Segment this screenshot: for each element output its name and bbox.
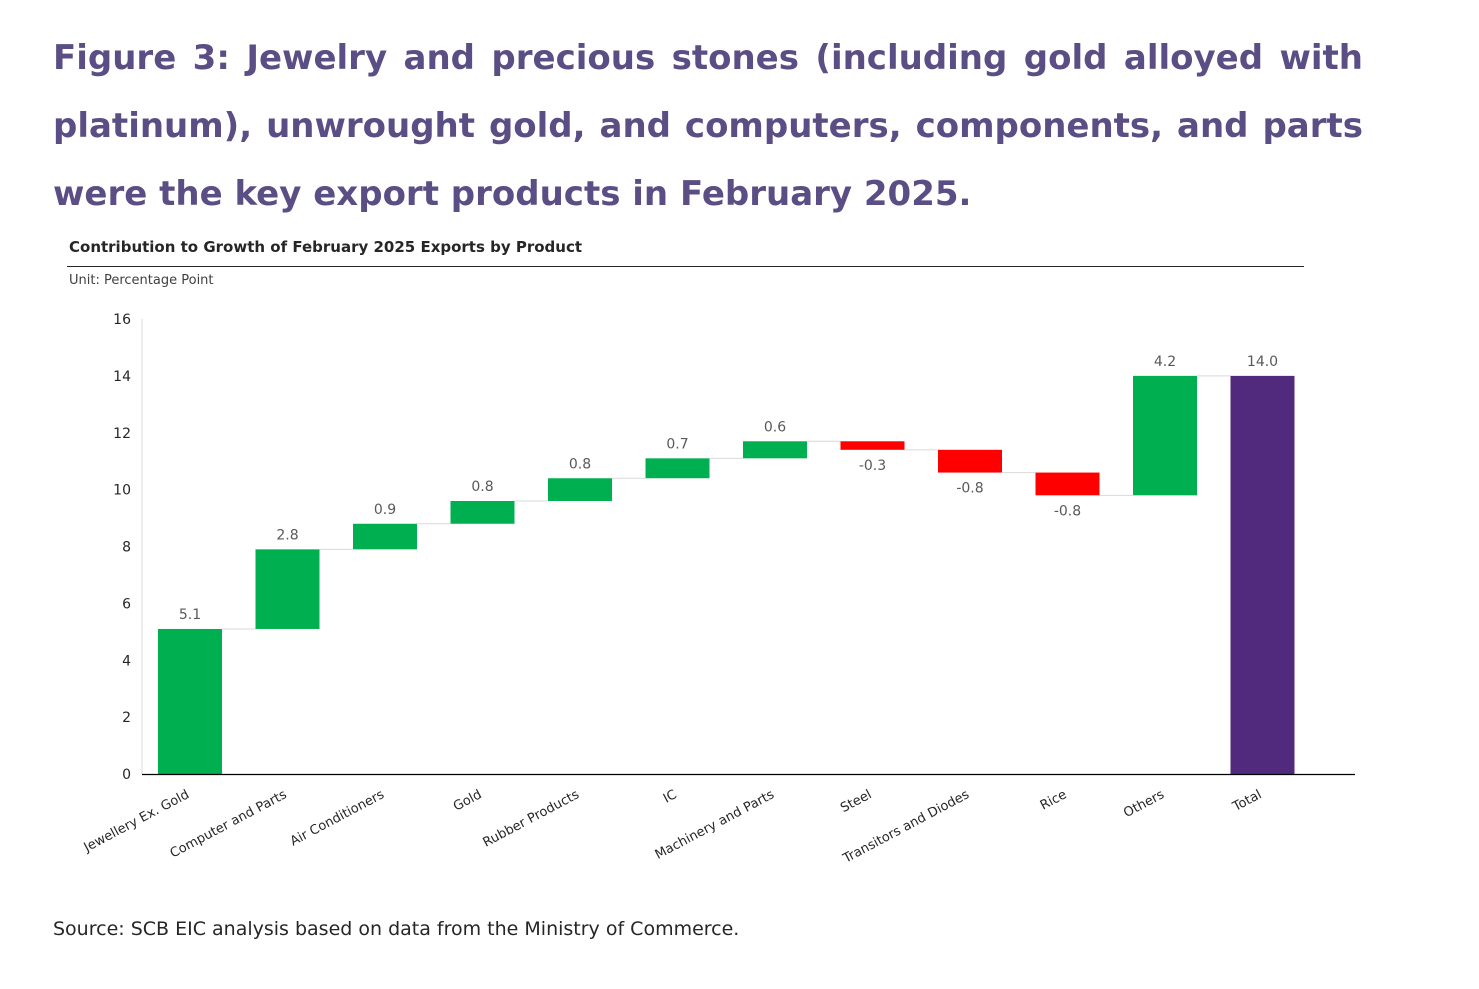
chart-title: Contribution to Growth of February 2025 … (69, 238, 583, 256)
y-axis: 0 2 4 6 8 10 12 14 16 (113, 312, 143, 783)
data-label: -0.8 (1054, 503, 1081, 519)
bar-increase (645, 458, 710, 479)
y-tick-label: 10 (113, 483, 131, 499)
bar-decrease (840, 441, 905, 450)
data-labels: 5.1 2.8 0.9 0.8 0.8 0.7 0.6 -0.3 -0.8 -0.8 4.2 14.0 (179, 354, 1278, 623)
data-label: 14.0 (1247, 354, 1278, 370)
x-category-label: Others (1121, 787, 1167, 821)
bar-increase (548, 478, 612, 501)
y-tick-label: 0 (122, 767, 131, 783)
bar-increase (743, 441, 807, 459)
data-label: 0.8 (569, 456, 591, 472)
x-category-label: Rubber Products (481, 787, 583, 850)
bars (158, 375, 1295, 774)
bar-increase (158, 628, 222, 774)
bar-decrease (938, 449, 1002, 473)
bar-increase (255, 549, 320, 629)
data-label: 2.8 (276, 527, 298, 543)
bar-decrease (1035, 472, 1100, 496)
data-label: 4.2 (1154, 354, 1176, 370)
figure-title: Figure 3: Jewelry and precious stones (i… (53, 38, 1363, 214)
x-category-label: Total (1230, 787, 1265, 815)
y-tick-label: 12 (113, 426, 131, 442)
data-label: 0.6 (764, 419, 786, 435)
bar-increase (353, 523, 417, 550)
y-tick-label: 2 (122, 710, 131, 726)
connector-lines (222, 375, 1231, 630)
bar-total (1230, 375, 1295, 774)
data-label: 0.9 (374, 502, 396, 518)
x-category-label: Air Conditioners (288, 787, 387, 849)
chart-title-rule (67, 266, 1304, 267)
data-label: 0.7 (666, 436, 688, 452)
data-label: -0.8 (956, 481, 983, 497)
y-tick-label: 4 (122, 653, 131, 669)
bar-increase (1133, 375, 1197, 496)
x-category-label: Gold (451, 787, 484, 814)
y-tick-label: 8 (122, 540, 131, 556)
y-tick-label: 16 (113, 312, 131, 328)
chart-unit-label: Unit: Percentage Point (69, 273, 214, 288)
bar-increase (450, 501, 515, 524)
data-label: 5.1 (179, 607, 201, 623)
x-category-label: Rice (1038, 787, 1070, 813)
x-category-label: Steel (838, 787, 874, 816)
data-label: 0.8 (471, 479, 493, 495)
y-tick-label: 6 (122, 596, 131, 612)
y-tick-label: 14 (113, 369, 131, 385)
source-note: Source: SCB EIC analysis based on data f… (53, 918, 740, 940)
x-category-label: IC (661, 787, 679, 806)
data-label: -0.3 (859, 458, 886, 474)
